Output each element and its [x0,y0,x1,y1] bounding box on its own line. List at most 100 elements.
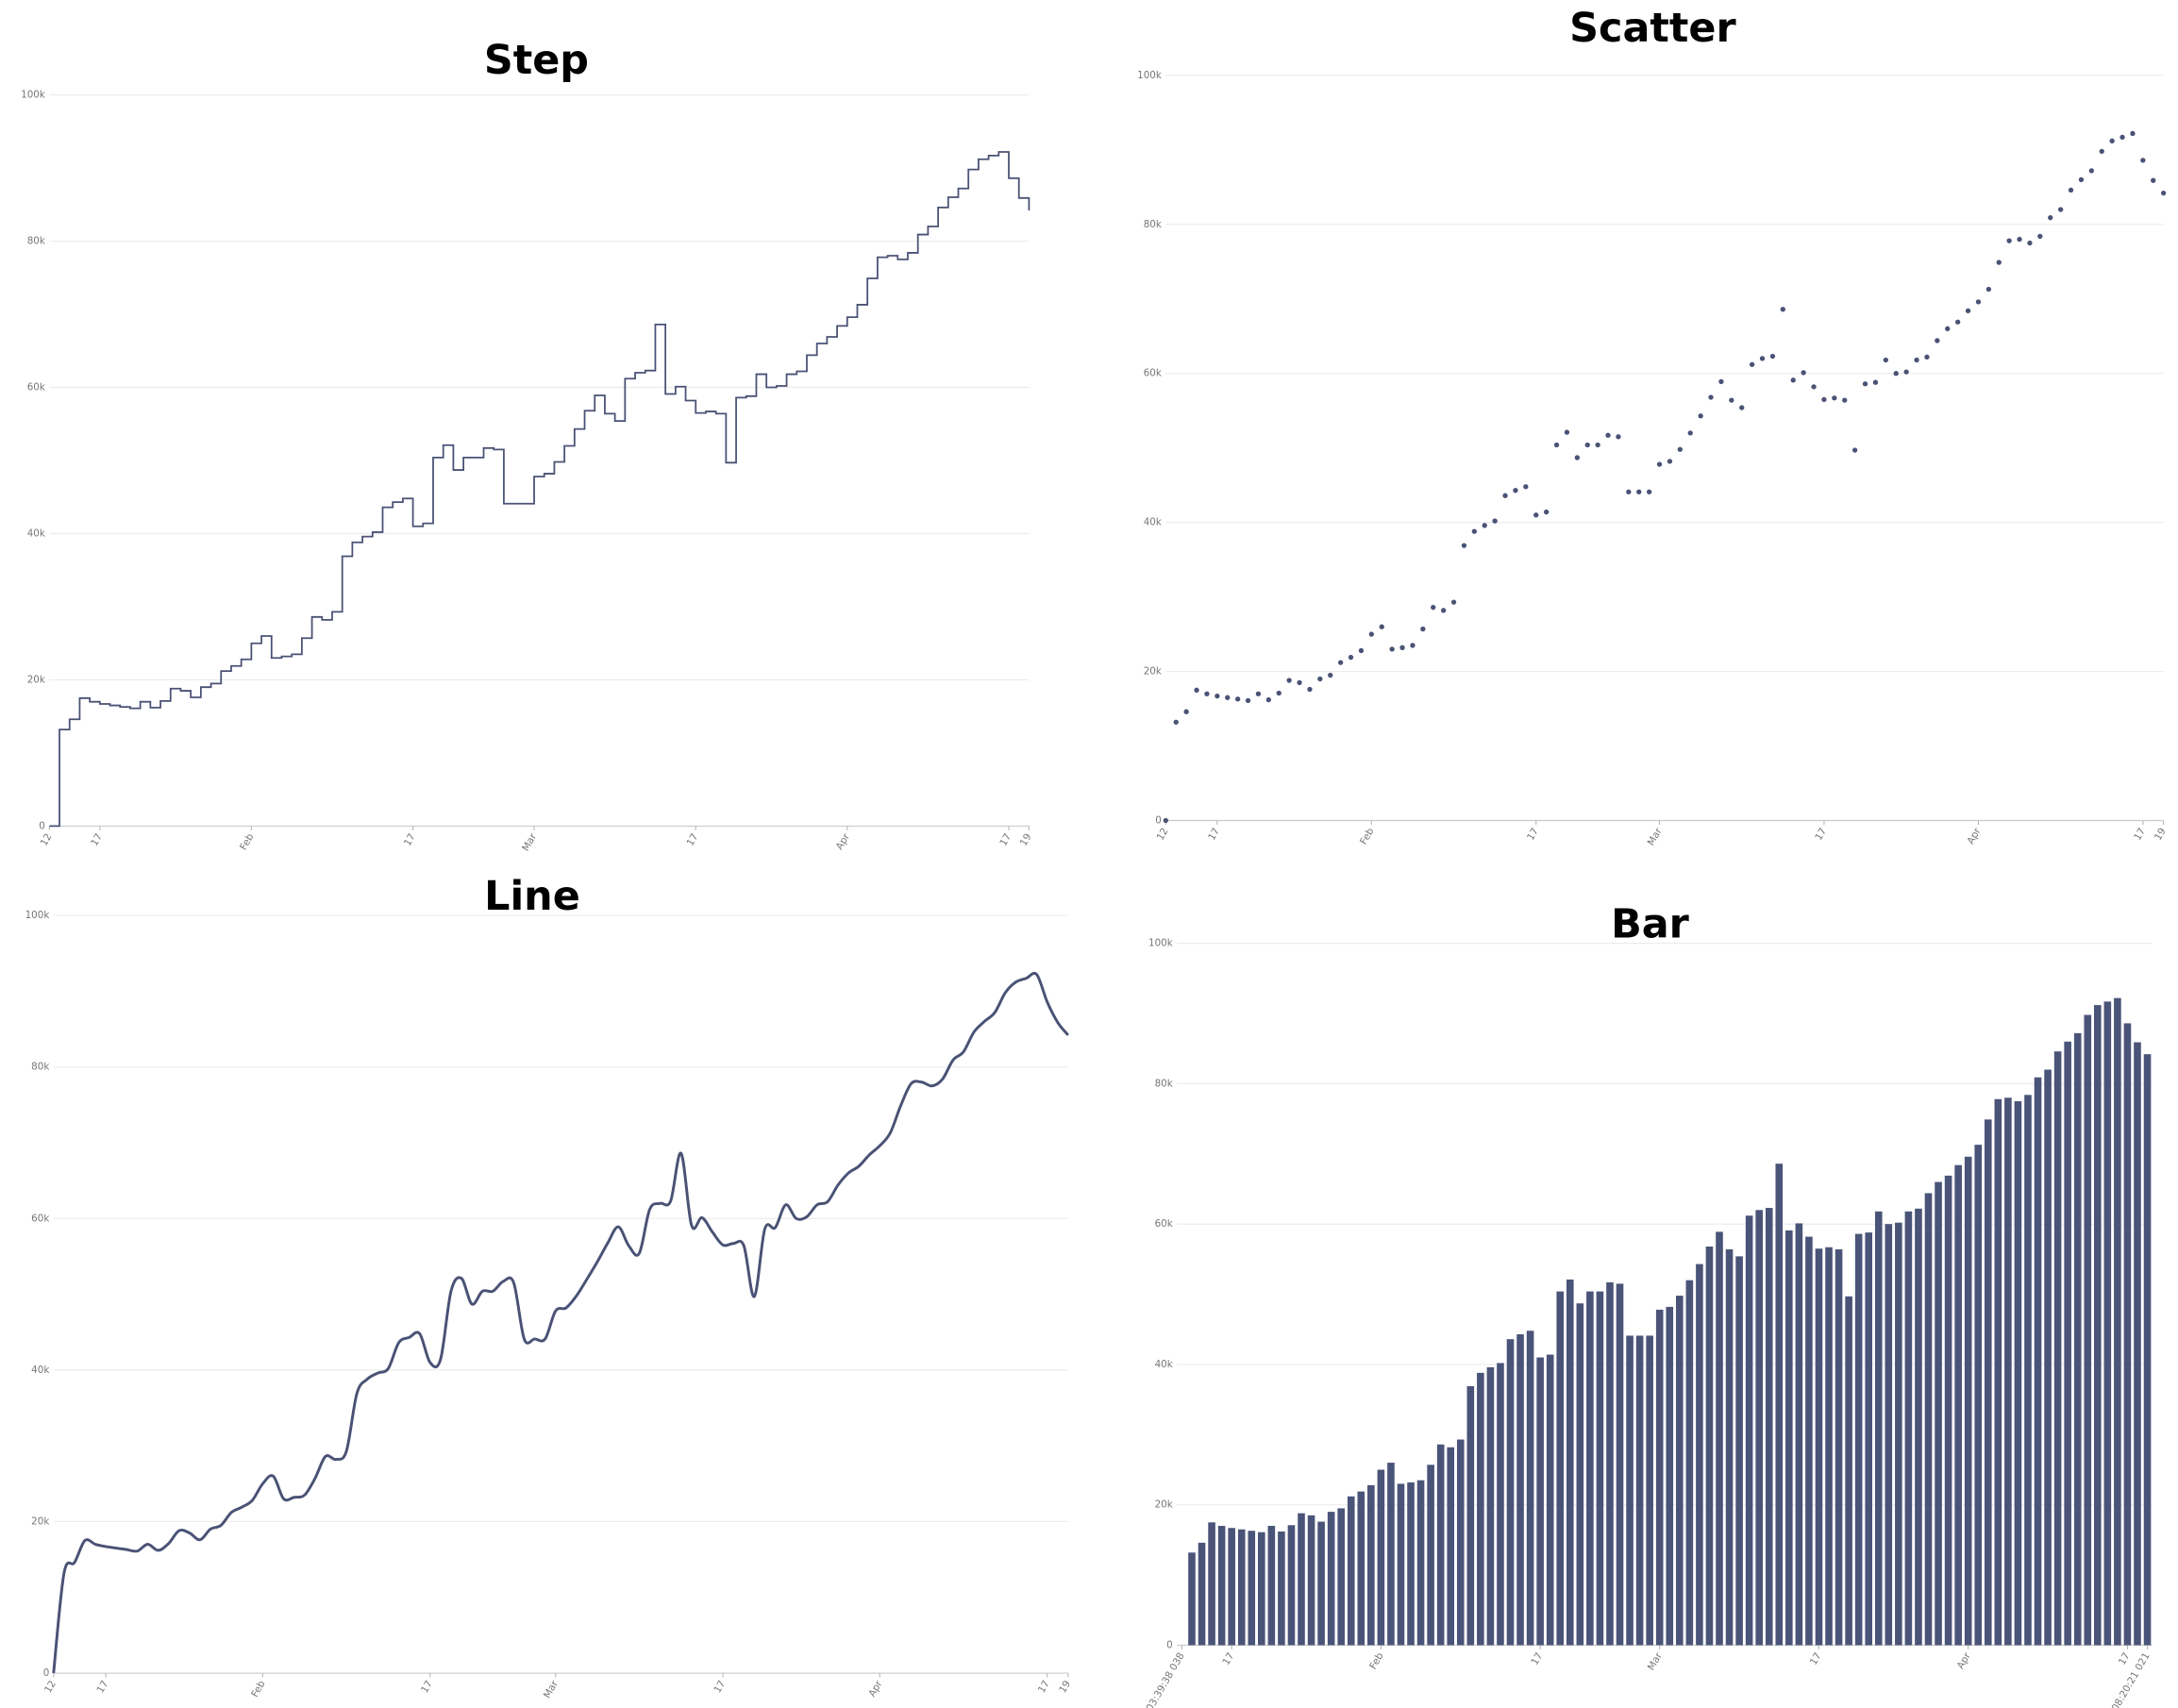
point [1595,442,1600,448]
y-tick-label: 20k [1155,1499,1173,1511]
point [1832,395,1837,401]
point [1225,695,1231,700]
bar [1815,1248,1823,1646]
point [1821,396,1827,403]
y-tick-label: 60k [1144,368,1162,379]
bar [1267,1526,1276,1646]
point [2130,130,2136,137]
bar [1606,1281,1614,1646]
point [1502,493,1508,498]
y-tick-label: 0 [1155,815,1162,827]
point [1286,678,1292,683]
bar [1984,1119,1992,1646]
bar [1924,1193,1933,1646]
bar [1486,1366,1495,1646]
point [1420,626,1426,632]
point [1851,447,1858,453]
bar [1825,1247,1833,1646]
chart-title: Scatter [1569,5,1736,52]
bar [1317,1521,1325,1646]
chart-title: Line [484,873,580,920]
bar [1566,1279,1574,1646]
point [1276,690,1282,696]
y-tick-label: 40k [27,527,45,539]
point [1533,512,1539,518]
x-tick-label: 17 [997,831,1014,847]
bar [1546,1354,1554,1646]
point [1245,697,1251,704]
bar [1506,1339,1515,1646]
bar [1835,1248,1843,1646]
bar [2143,1054,2152,1646]
bar [1874,1211,1883,1646]
bar [1646,1335,1653,1646]
y-tick-label: 60k [27,382,45,394]
bar [1367,1484,1375,1646]
y-tick-label: 0 [39,820,45,831]
x-tick-label: 17 [1808,1650,1824,1666]
point [1718,378,1724,385]
bar [2103,1001,2112,1646]
point [2068,187,2074,193]
point [1307,686,1313,693]
point [1842,397,1848,403]
point [2048,215,2053,221]
x-tick-label: Apr [866,1678,885,1699]
y-tick-label: 20k [31,1515,49,1527]
bar [1705,1246,1714,1646]
bar [1536,1357,1544,1646]
chart-panel: Bar 0 20k 40k 60k 80k 100k 03:39:38 038 17 Feb 17 M… [1144,900,2153,1708]
chart-panel: Line 0 20k 40k 60k 80k 100k 12 17 Feb 17 Mar 17 Apr 17… [25,873,1073,1700]
x-tick-label: 08:20:21 021 [2110,1650,2153,1708]
point [2119,134,2125,141]
bar [2034,1077,2042,1646]
bar [1795,1223,1803,1646]
step-line [49,151,1030,828]
point [1255,691,1262,696]
point [1173,719,1179,725]
point [1337,660,1344,665]
bar [1716,1231,1723,1646]
bar [1327,1512,1335,1646]
x-tick-label: 17 [402,831,418,847]
point [1924,354,1930,360]
point [1410,643,1416,648]
point [1348,654,1354,661]
x-tick-label: 12 [39,831,55,847]
x-tick-label: 17 [1525,826,1541,842]
point [1780,307,1786,312]
point [1935,338,1940,343]
point [1204,691,1210,696]
x-tick-label: Apr [1955,1650,1974,1671]
bar [1666,1306,1674,1646]
bar [1287,1525,1296,1646]
bar [1775,1164,1784,1646]
x-tick-label: 12 [42,1679,59,1695]
x-tick-label: Mar [542,1678,561,1700]
x-tick-label: 17 [1206,826,1222,842]
point [2057,207,2064,212]
bar [1735,1256,1743,1646]
x-tick-label: 17 [2132,826,2148,842]
bar [1387,1463,1395,1646]
bar [1904,1211,1913,1646]
bar [1845,1296,1852,1646]
x-tick-label: 17 [1813,826,1829,842]
bar [1248,1531,1256,1646]
x-tick-label: 17 [712,1679,728,1695]
y-tick-label: 0 [1166,1639,1173,1650]
x-tick-label: Apr [1965,826,1984,846]
bar [1198,1542,1206,1646]
bar [1935,1181,1942,1646]
point [2099,148,2104,155]
bar [1208,1522,1215,1646]
bar [1407,1482,1415,1646]
x-tick-label: 12 [1155,826,1171,842]
y-tick-label: 100k [21,90,45,101]
point [1872,379,1879,385]
x-tick-label: 17 [94,1679,110,1695]
point [2088,168,2095,174]
point [1450,599,1457,605]
bar [1805,1236,1813,1646]
bar [1427,1465,1434,1646]
